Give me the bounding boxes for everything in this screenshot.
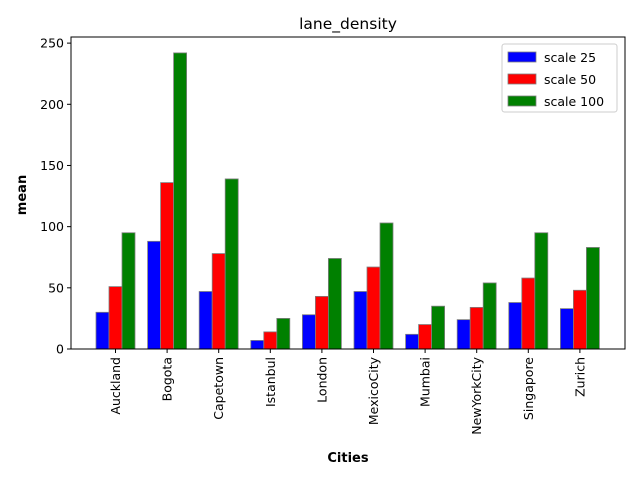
bar-istanbul-scale-100 <box>276 318 291 350</box>
x-tick-label-bogota: Bogota <box>160 357 175 401</box>
bar-singapore-scale-50 <box>521 277 536 350</box>
legend-label-scale-50: scale 50 <box>544 72 596 87</box>
x-axis-label: Cities <box>327 451 368 466</box>
legend-label-scale-100: scale 100 <box>544 94 604 109</box>
bar-mexicocity-scale-25 <box>353 291 368 350</box>
legend-swatch-scale-25 <box>507 51 537 63</box>
y-axis-label: mean <box>15 175 30 215</box>
bar-istanbul-scale-50 <box>263 331 278 350</box>
bar-newyorkcity-scale-25 <box>456 319 471 350</box>
x-tick-label-london: London <box>314 357 329 403</box>
y-tick-label: 0 <box>56 342 64 357</box>
legend-label-scale-25: scale 25 <box>544 50 596 65</box>
bar-auckland-scale-50 <box>108 286 123 350</box>
plot-frame <box>70 36 626 350</box>
bar-london-scale-100 <box>327 258 342 350</box>
legend-swatch-scale-100 <box>507 95 537 107</box>
bar-auckland-scale-100 <box>121 232 136 350</box>
bar-auckland-scale-25 <box>95 311 110 350</box>
bar-newyorkcity-scale-100 <box>482 282 497 350</box>
bar-bogota-scale-50 <box>160 182 175 350</box>
legend-swatch-scale-50 <box>507 73 537 85</box>
x-ticks-group: Auckland Bogota Capetown Istanbul London Mexi… <box>108 349 587 435</box>
x-tick-label-mexicocity: MexicoCity <box>366 356 381 425</box>
bars-group <box>95 52 600 350</box>
y-ticks-group: 0 50 100 150 200 250 <box>40 36 71 357</box>
bar-zurich-scale-50 <box>573 289 587 350</box>
bar-bogota-scale-25 <box>147 240 162 350</box>
bar-zurich-scale-100 <box>586 247 600 350</box>
y-tick-label: 100 <box>40 219 64 234</box>
legend: scale 25 scale 50 scale 100 <box>501 43 618 113</box>
x-tick-label-newyorkcity: NewYorkCity <box>469 356 484 434</box>
bar-newyorkcity-scale-50 <box>469 306 484 350</box>
x-tick-label-capetown: Capetown <box>211 357 226 420</box>
bar-capetown-scale-25 <box>198 291 213 350</box>
bar-london-scale-50 <box>314 295 329 350</box>
bar-singapore-scale-25 <box>508 302 523 350</box>
x-tick-label-auckland: Auckland <box>108 357 123 415</box>
x-tick-label-mumbai: Mumbai <box>418 357 433 407</box>
bar-mumbai-scale-50 <box>418 324 433 350</box>
y-tick-label: 250 <box>40 36 64 51</box>
bar-capetown-scale-100 <box>224 178 239 350</box>
bar-singapore-scale-100 <box>534 232 549 350</box>
bar-capetown-scale-50 <box>211 253 226 350</box>
x-tick-label-singapore: Singapore <box>521 357 536 420</box>
y-tick-label: 150 <box>40 158 64 173</box>
y-tick-label: 200 <box>40 97 64 112</box>
bar-zurich-scale-25 <box>560 308 574 350</box>
bar-bogota-scale-100 <box>173 52 188 350</box>
x-tick-label-zurich: Zurich <box>572 357 587 397</box>
bar-mexicocity-scale-50 <box>366 266 381 350</box>
bar-istanbul-scale-25 <box>250 340 265 350</box>
bar-london-scale-25 <box>301 314 316 350</box>
x-tick-label-istanbul: Istanbul <box>263 357 278 407</box>
bar-mumbai-scale-25 <box>405 333 420 350</box>
chart-title: lane_density <box>299 15 397 34</box>
y-tick-label: 50 <box>48 280 64 295</box>
bar-mexicocity-scale-100 <box>379 222 394 350</box>
bar-mumbai-scale-100 <box>431 305 446 350</box>
